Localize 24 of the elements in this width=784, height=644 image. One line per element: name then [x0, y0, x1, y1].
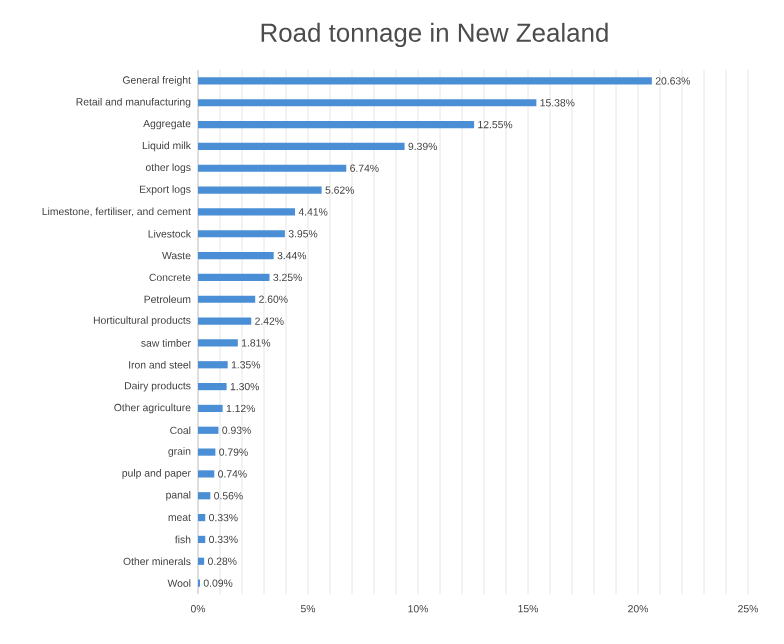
bar [198, 513, 206, 522]
bar [198, 448, 216, 456]
bar [198, 77, 652, 85]
bar [198, 339, 238, 347]
bar [198, 361, 228, 369]
bar [198, 470, 215, 478]
bar [198, 99, 537, 107]
bar [198, 208, 296, 216]
bar [198, 557, 205, 565]
bar [198, 404, 223, 413]
chart-title: Road tonnage in New Zealand [261, 22, 608, 48]
bar [198, 120, 475, 129]
bar [198, 535, 206, 544]
bar [198, 186, 322, 194]
bar [198, 164, 347, 172]
bar [198, 295, 256, 303]
bar [198, 142, 405, 151]
bar [198, 230, 285, 238]
bar [198, 426, 219, 434]
bar [198, 317, 252, 325]
bar [198, 251, 274, 260]
bar [198, 492, 211, 500]
bar [198, 382, 227, 391]
bar [198, 273, 270, 282]
